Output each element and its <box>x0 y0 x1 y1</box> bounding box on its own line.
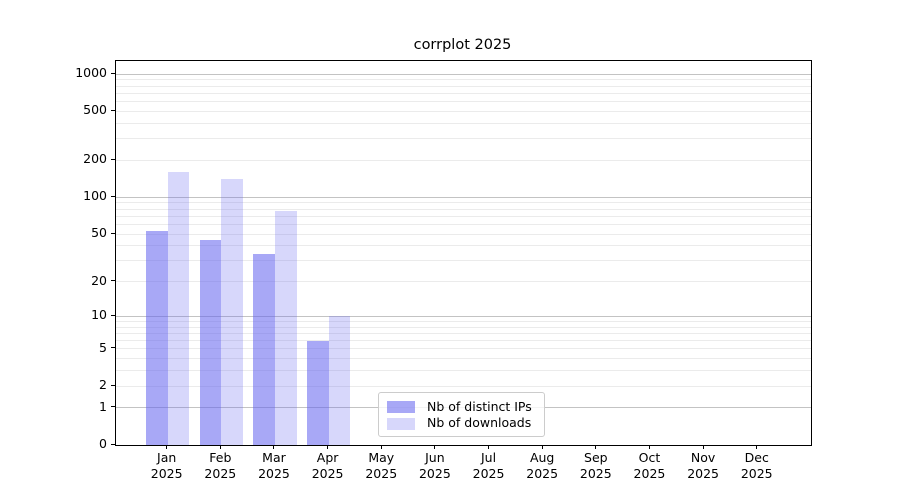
y-axis-tick-200 <box>111 158 115 160</box>
gridline-30 <box>116 260 811 262</box>
y-axis-tick-1 <box>111 406 115 408</box>
y-axis-tick-20 <box>111 280 115 282</box>
gridline-80 <box>116 208 811 210</box>
x-axis-tick-label-feb: Feb 2025 <box>204 450 237 481</box>
gridline-5 <box>116 348 811 350</box>
gridline-2 <box>116 385 811 387</box>
x-axis-tick-jan <box>166 445 168 449</box>
legend-swatch-nb-of-downloads <box>387 417 415 430</box>
y-axis-tick-label-100: 100 <box>83 188 107 204</box>
gridline-9 <box>116 320 811 322</box>
x-axis-tick-sep <box>595 445 597 449</box>
y-axis-tick-5 <box>111 347 115 349</box>
gridline-60 <box>116 223 811 225</box>
x-axis-tick-label-aug: Aug 2025 <box>526 450 559 481</box>
x-axis-tick-oct <box>648 445 650 449</box>
y-axis-tick-10 <box>111 314 115 316</box>
x-axis-tick-label-nov: Nov 2025 <box>687 450 719 481</box>
gridline-800 <box>116 85 811 87</box>
x-axis-tick-feb <box>219 445 221 449</box>
gridline-90 <box>116 202 811 204</box>
x-axis-tick-may <box>380 445 382 449</box>
x-axis-tick-label-apr: Apr 2025 <box>311 450 344 481</box>
bar-nb-of-downloads-feb <box>221 179 243 445</box>
bar-nb-of-downloads-mar <box>274 210 297 445</box>
x-axis-tick-jun <box>434 445 436 449</box>
x-axis-tick-label-mar: Mar 2025 <box>258 450 290 481</box>
gridline-500 <box>116 110 811 112</box>
y-axis-tick-label-20: 20 <box>91 272 107 288</box>
x-axis-tick-label-dec: Dec 2025 <box>740 450 773 481</box>
gridline-6 <box>116 340 811 342</box>
gridline-700 <box>116 92 811 94</box>
legend: Nb of distinct IPs Nb of downloads <box>378 392 545 437</box>
y-axis-tick-label-0: 0 <box>99 436 107 451</box>
gridline-300 <box>116 138 811 140</box>
y-axis-tick-1000 <box>111 72 115 74</box>
legend-label-nb-of-downloads: Nb of downloads <box>427 415 532 430</box>
x-axis-tick-label-jan: Jan 2025 <box>150 450 183 481</box>
gridline-8 <box>116 326 811 328</box>
x-axis-tick-mar <box>273 445 275 449</box>
x-axis-tick-jul <box>488 445 490 449</box>
x-axis-tick-label-jul: Jul 2025 <box>472 450 505 481</box>
y-axis-tick-label-500: 500 <box>83 102 107 118</box>
legend-label-nb-of-distinct-ips: Nb of distinct IPs <box>427 398 532 414</box>
gridline-20 <box>116 281 811 283</box>
y-axis-tick-label-1000: 1000 <box>75 65 107 81</box>
gridline-50 <box>116 233 811 235</box>
gridline-600 <box>116 101 811 103</box>
gridline-70 <box>116 215 811 217</box>
bar-nb-of-distinct-ips-feb <box>199 239 222 445</box>
x-axis-tick-apr <box>327 445 329 449</box>
bar-nb-of-distinct-ips-mar <box>253 254 275 445</box>
x-axis-tick-label-oct: Oct 2025 <box>633 450 666 481</box>
gridline-7 <box>116 332 811 334</box>
y-axis-tick-100 <box>111 195 115 197</box>
x-axis-tick-label-jun: Jun 2025 <box>418 450 451 481</box>
gridline-10 <box>116 315 811 317</box>
y-axis-tick-500 <box>111 109 115 111</box>
x-axis-tick-dec <box>756 445 758 449</box>
gridline-100 <box>116 196 811 198</box>
bar-nb-of-downloads-apr <box>328 316 351 445</box>
bar-nb-of-distinct-ips-jan <box>146 230 168 445</box>
bar-nb-of-downloads-jan <box>167 172 190 445</box>
y-axis-tick-0 <box>111 443 115 445</box>
x-axis-tick-aug <box>541 445 543 449</box>
y-axis-tick-2 <box>111 384 115 386</box>
y-axis-tick-label-50: 50 <box>91 225 107 241</box>
y-axis-tick-label-200: 200 <box>83 151 107 167</box>
bar-nb-of-distinct-ips-apr <box>307 340 329 445</box>
y-axis-tick-label-1: 1 <box>99 398 107 414</box>
gridline-4 <box>116 358 811 360</box>
gridline-3 <box>116 370 811 372</box>
y-axis-tick-label-2: 2 <box>99 377 107 393</box>
legend-swatch-nb-of-distinct-ips <box>387 401 415 413</box>
gridline-200 <box>116 159 811 161</box>
x-axis-tick-nov <box>702 445 704 449</box>
y-axis-tick-label-5: 5 <box>99 339 107 355</box>
gridline-400 <box>116 122 811 124</box>
y-axis-tick-label-10: 10 <box>91 307 107 323</box>
gridline-1000 <box>116 73 811 75</box>
gridline-40 <box>116 245 811 247</box>
y-axis-tick-50 <box>111 232 115 234</box>
x-axis-tick-label-may: May 2025 <box>365 450 398 481</box>
gridline-900 <box>116 79 811 81</box>
plot-area: Nb of distinct IPs Nb of downloads <box>115 60 812 446</box>
chart-title: corrplot 2025 <box>413 37 512 53</box>
x-axis-tick-label-sep: Sep 2025 <box>579 450 612 481</box>
